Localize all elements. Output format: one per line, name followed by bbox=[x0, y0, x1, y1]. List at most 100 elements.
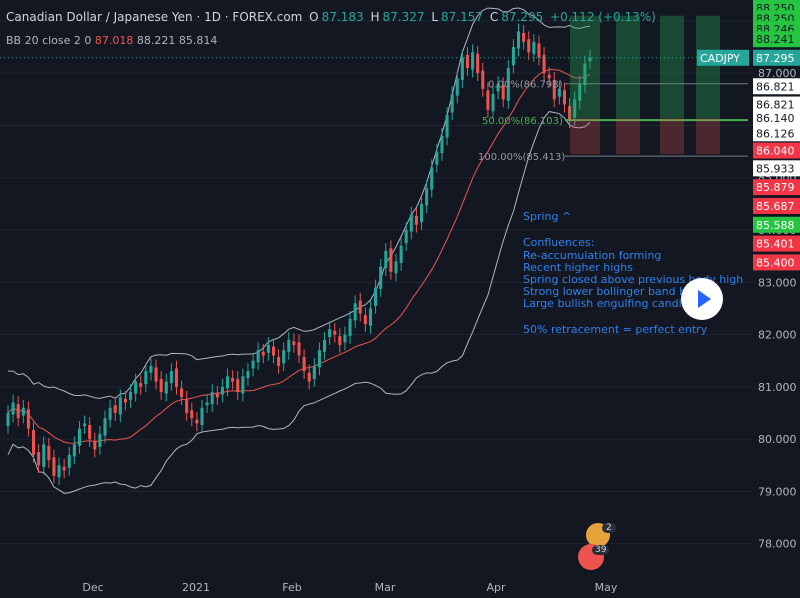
candle bbox=[31, 430, 36, 455]
candle bbox=[83, 423, 87, 427]
candle bbox=[425, 188, 429, 206]
candle bbox=[491, 94, 495, 112]
candle bbox=[277, 357, 281, 366]
spring-note: Spring ^ bbox=[523, 210, 572, 223]
price-label-tag bbox=[753, 110, 800, 127]
price-label-tag bbox=[753, 142, 800, 159]
candle bbox=[154, 367, 158, 382]
candle bbox=[113, 405, 117, 413]
candle bbox=[139, 383, 143, 387]
candle bbox=[374, 287, 378, 306]
candle bbox=[215, 393, 219, 398]
candle bbox=[185, 398, 189, 413]
candle bbox=[297, 342, 301, 356]
candle bbox=[103, 418, 107, 436]
price-label-tag bbox=[753, 235, 800, 252]
candle bbox=[450, 94, 454, 113]
candle bbox=[287, 339, 291, 352]
price-label: 85.400 bbox=[756, 256, 795, 269]
candle bbox=[537, 43, 541, 58]
candle bbox=[322, 339, 327, 352]
price-label: 85.933 bbox=[756, 162, 795, 175]
candle bbox=[573, 99, 577, 118]
candle bbox=[77, 428, 82, 446]
bb-lower-value: 85.814 bbox=[178, 34, 218, 47]
high-value: 87.327 bbox=[382, 10, 425, 24]
high-label: H bbox=[370, 10, 380, 24]
candle bbox=[353, 303, 357, 321]
candle bbox=[343, 334, 347, 343]
candle bbox=[47, 445, 51, 460]
candle bbox=[562, 90, 567, 105]
price-label: 88.241 bbox=[756, 33, 795, 46]
conclusion-note: 50% retracement = perfect entry bbox=[523, 323, 708, 336]
candle bbox=[16, 404, 20, 419]
candle bbox=[236, 378, 240, 393]
price-label: 86.126 bbox=[756, 127, 795, 140]
candle bbox=[292, 341, 296, 345]
candle bbox=[379, 266, 383, 290]
candle bbox=[174, 368, 179, 387]
candle bbox=[435, 151, 439, 165]
candle bbox=[149, 365, 153, 373]
bb-upper-value: 88.221 bbox=[136, 34, 176, 47]
candle bbox=[358, 300, 362, 314]
candle bbox=[11, 402, 15, 415]
fib-level-label: 100.00%(85.413) bbox=[478, 152, 565, 163]
candle bbox=[409, 214, 413, 232]
fib-level-label: 50.00%(86.103) bbox=[482, 116, 563, 127]
stop-zone bbox=[616, 118, 640, 155]
candle bbox=[460, 57, 464, 80]
candle bbox=[384, 250, 388, 269]
candle bbox=[210, 392, 214, 405]
candle bbox=[128, 392, 133, 400]
candle bbox=[118, 397, 122, 415]
candle bbox=[399, 245, 403, 263]
candle bbox=[455, 78, 459, 96]
candle bbox=[578, 83, 582, 101]
candle bbox=[471, 52, 475, 70]
symbol-legend: Canadian Dollar / Japanese Yen · 1D · FO… bbox=[6, 10, 659, 24]
target-zone bbox=[660, 15, 684, 119]
candle bbox=[164, 381, 168, 394]
candle bbox=[557, 88, 561, 97]
candle bbox=[72, 444, 76, 457]
candle bbox=[190, 410, 194, 419]
candle bbox=[57, 465, 61, 478]
candle bbox=[552, 79, 556, 100]
candle bbox=[200, 407, 204, 425]
candle bbox=[348, 318, 352, 337]
candle bbox=[307, 372, 311, 382]
candle bbox=[394, 261, 398, 274]
y-tick-label: 83.000 bbox=[758, 276, 797, 289]
candle bbox=[159, 378, 163, 393]
candle bbox=[527, 39, 531, 53]
play-button[interactable] bbox=[681, 278, 723, 320]
last-price-label: 87.295 bbox=[756, 52, 795, 65]
fib-level-label: 0.00%(86.798) bbox=[488, 80, 563, 91]
candle bbox=[42, 444, 46, 467]
candle bbox=[501, 85, 505, 100]
y-tick-label: 80.000 bbox=[758, 433, 797, 446]
price-label-tag bbox=[753, 31, 800, 48]
candle bbox=[516, 31, 521, 49]
change-value: +0.112 (+0.13%) bbox=[550, 10, 656, 24]
candle bbox=[134, 381, 138, 394]
candle bbox=[465, 54, 470, 68]
x-tick-label: Apr bbox=[486, 581, 506, 594]
price-label: 85.687 bbox=[756, 200, 795, 213]
candle bbox=[123, 398, 127, 403]
candle bbox=[26, 409, 30, 429]
candle bbox=[333, 330, 337, 335]
candle bbox=[271, 346, 276, 356]
price-label: CADJPY bbox=[700, 52, 740, 65]
price-label-tag bbox=[753, 160, 800, 177]
price-label-tag bbox=[753, 125, 800, 142]
candle bbox=[246, 371, 250, 378]
price-label: 85.879 bbox=[756, 181, 795, 194]
price-label: 85.588 bbox=[756, 219, 795, 232]
price-label-tag bbox=[753, 197, 800, 214]
close-label: C bbox=[489, 10, 499, 24]
